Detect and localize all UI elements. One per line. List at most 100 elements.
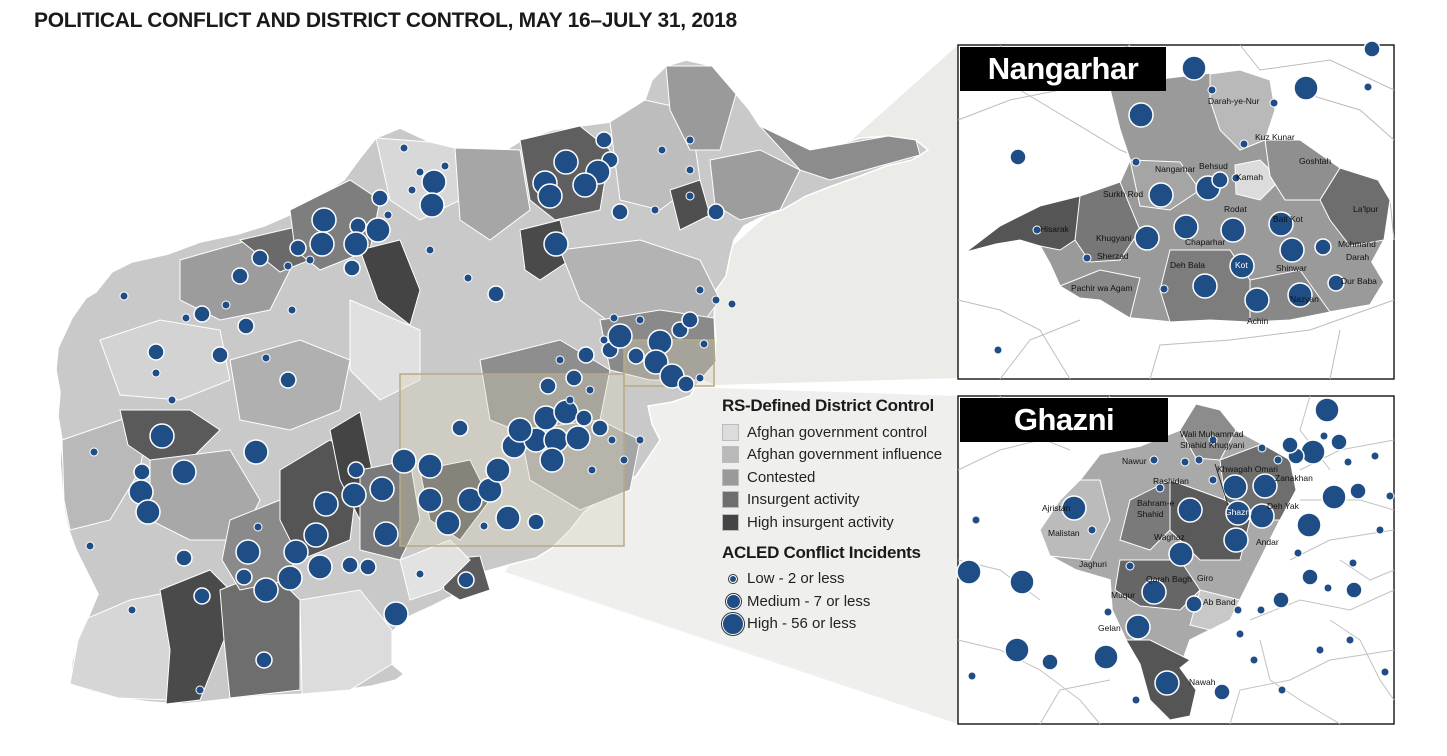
- incident-dot: [1301, 568, 1319, 586]
- incident-dot: [591, 419, 609, 437]
- incident-dot: [1223, 527, 1249, 553]
- incident-dot: [135, 499, 161, 525]
- incident-dot: [1149, 455, 1159, 465]
- legend-incident-item: Medium - 7 or less: [722, 590, 954, 613]
- nangarhar-district-label: Kot: [1235, 260, 1248, 270]
- incident-dot: [435, 510, 461, 536]
- incident-dot: [543, 231, 569, 257]
- incident-dot: [1287, 282, 1313, 308]
- incident-dot: [127, 605, 137, 615]
- incident-dot: [1131, 695, 1141, 705]
- incident-dot: [1314, 397, 1340, 423]
- incident-dot: [1277, 685, 1287, 695]
- incident-dot: [417, 487, 443, 513]
- nangarhar-district-label: Dur Baba: [1341, 276, 1377, 286]
- incident-dot: [373, 521, 399, 547]
- incident-dot: [1128, 102, 1154, 128]
- incident-dot: [175, 549, 193, 567]
- incident-dot: [1281, 436, 1299, 454]
- incident-dot: [1148, 182, 1174, 208]
- incident-dot: [359, 558, 377, 576]
- ghazni-district-labels: Wali Muhammad Shahid Khugyani Nawur Khwagah…: [1042, 429, 1313, 687]
- incident-dot: [307, 554, 333, 580]
- legend-control-label: High insurgent activity: [747, 513, 894, 531]
- incident-dot: [287, 305, 297, 315]
- incident-dot: [1370, 451, 1380, 461]
- incident-dot: [565, 395, 575, 405]
- incident-dot: [221, 300, 231, 310]
- incident-dot: [1125, 561, 1135, 571]
- incident-dot: [993, 345, 1003, 355]
- incident-dot: [309, 231, 335, 257]
- incident-dot: [1208, 475, 1218, 485]
- ghazni-district-label: Bahram-e Shahid: [1137, 498, 1175, 519]
- ghazni-inset: Wali Muhammad Shahid Khugyani Nawur Khwagah…: [956, 395, 1395, 725]
- ghazni-district-label: Deh Yak: [1267, 501, 1300, 511]
- legend-dot-cell: [722, 612, 744, 635]
- incident-dot: [1319, 431, 1329, 441]
- incident-dot: [1315, 645, 1325, 655]
- incident-dot: [555, 355, 565, 365]
- incident-dot: [1257, 443, 1267, 453]
- ghazni-district-label: Ghazni: [1225, 507, 1252, 517]
- incident-dot: [283, 539, 309, 565]
- incident-dot: [619, 455, 629, 465]
- legend-control-item: Afghan government control: [722, 421, 954, 444]
- incident-dot: [369, 476, 395, 502]
- incident-dot: [1345, 581, 1363, 599]
- nangarhar-inset: Darah-ye-Nur Kuz Kunar Goshtah Nangarhar Beh…: [957, 40, 1395, 380]
- incident-dot: [539, 377, 557, 395]
- incident-dot: [1168, 541, 1194, 567]
- ghazni-incident-dots: [956, 397, 1395, 705]
- incident-dot: [1125, 614, 1151, 640]
- legend-swatch: [722, 468, 739, 486]
- ghazni-district-label: Wali Muhammad Shahid Khugyani: [1180, 429, 1244, 450]
- incident-dot: [699, 339, 709, 349]
- incident-dot: [1314, 238, 1332, 256]
- incident-dot: [171, 459, 197, 485]
- incident-dot: [1229, 253, 1255, 279]
- incident-dot: [1220, 217, 1246, 243]
- region: [299, 589, 393, 695]
- incident-dot: [967, 671, 977, 681]
- incident-dot: [1327, 274, 1345, 292]
- incident-dot: [231, 267, 249, 285]
- legend-control-label: Insurgent activity: [747, 491, 860, 509]
- incident-dot: [313, 491, 339, 517]
- incident-dot: [607, 323, 633, 349]
- ghazni-district-label: Nawur: [1122, 456, 1147, 466]
- incident-dot: [577, 346, 595, 364]
- incident-dot: [1192, 273, 1218, 299]
- incident-dot: [383, 210, 393, 220]
- incident-dot: [261, 353, 271, 363]
- afghanistan-map: [55, 59, 930, 705]
- region: [359, 239, 421, 326]
- incident-dot: [1323, 583, 1333, 593]
- ghazni-district-label: Gelan: [1098, 623, 1121, 633]
- incident-dot: [565, 369, 583, 387]
- incident-dot: [1061, 495, 1087, 521]
- nangarhar-district-label: Bati Kot: [1273, 214, 1303, 224]
- incident-dot: [1208, 435, 1218, 445]
- incident-dot: [343, 259, 361, 277]
- incident-dot: [311, 207, 337, 233]
- incident-dot: [305, 255, 315, 265]
- incident-dot: [971, 515, 981, 525]
- incident-dot: [1293, 75, 1319, 101]
- nangarhar-district-label: La'lpur: [1353, 204, 1378, 214]
- incident-dot: [425, 245, 435, 255]
- incident-dot: [607, 435, 617, 445]
- district: [1119, 479, 1171, 551]
- legend-control-item: Afghan government influence: [722, 444, 954, 467]
- region: [399, 539, 471, 601]
- incident-dot: [1321, 484, 1347, 510]
- incident-dot: [707, 203, 725, 221]
- incident-dot: [650, 205, 660, 215]
- incident-dot: [407, 185, 417, 195]
- incident-dot: [1231, 173, 1241, 183]
- region: [159, 569, 241, 705]
- incident-dot: [1300, 439, 1326, 465]
- incident-dot: [1249, 503, 1275, 529]
- incident-dot: [303, 522, 329, 548]
- nangarhar-district-label: Mohmand Darah: [1338, 239, 1376, 262]
